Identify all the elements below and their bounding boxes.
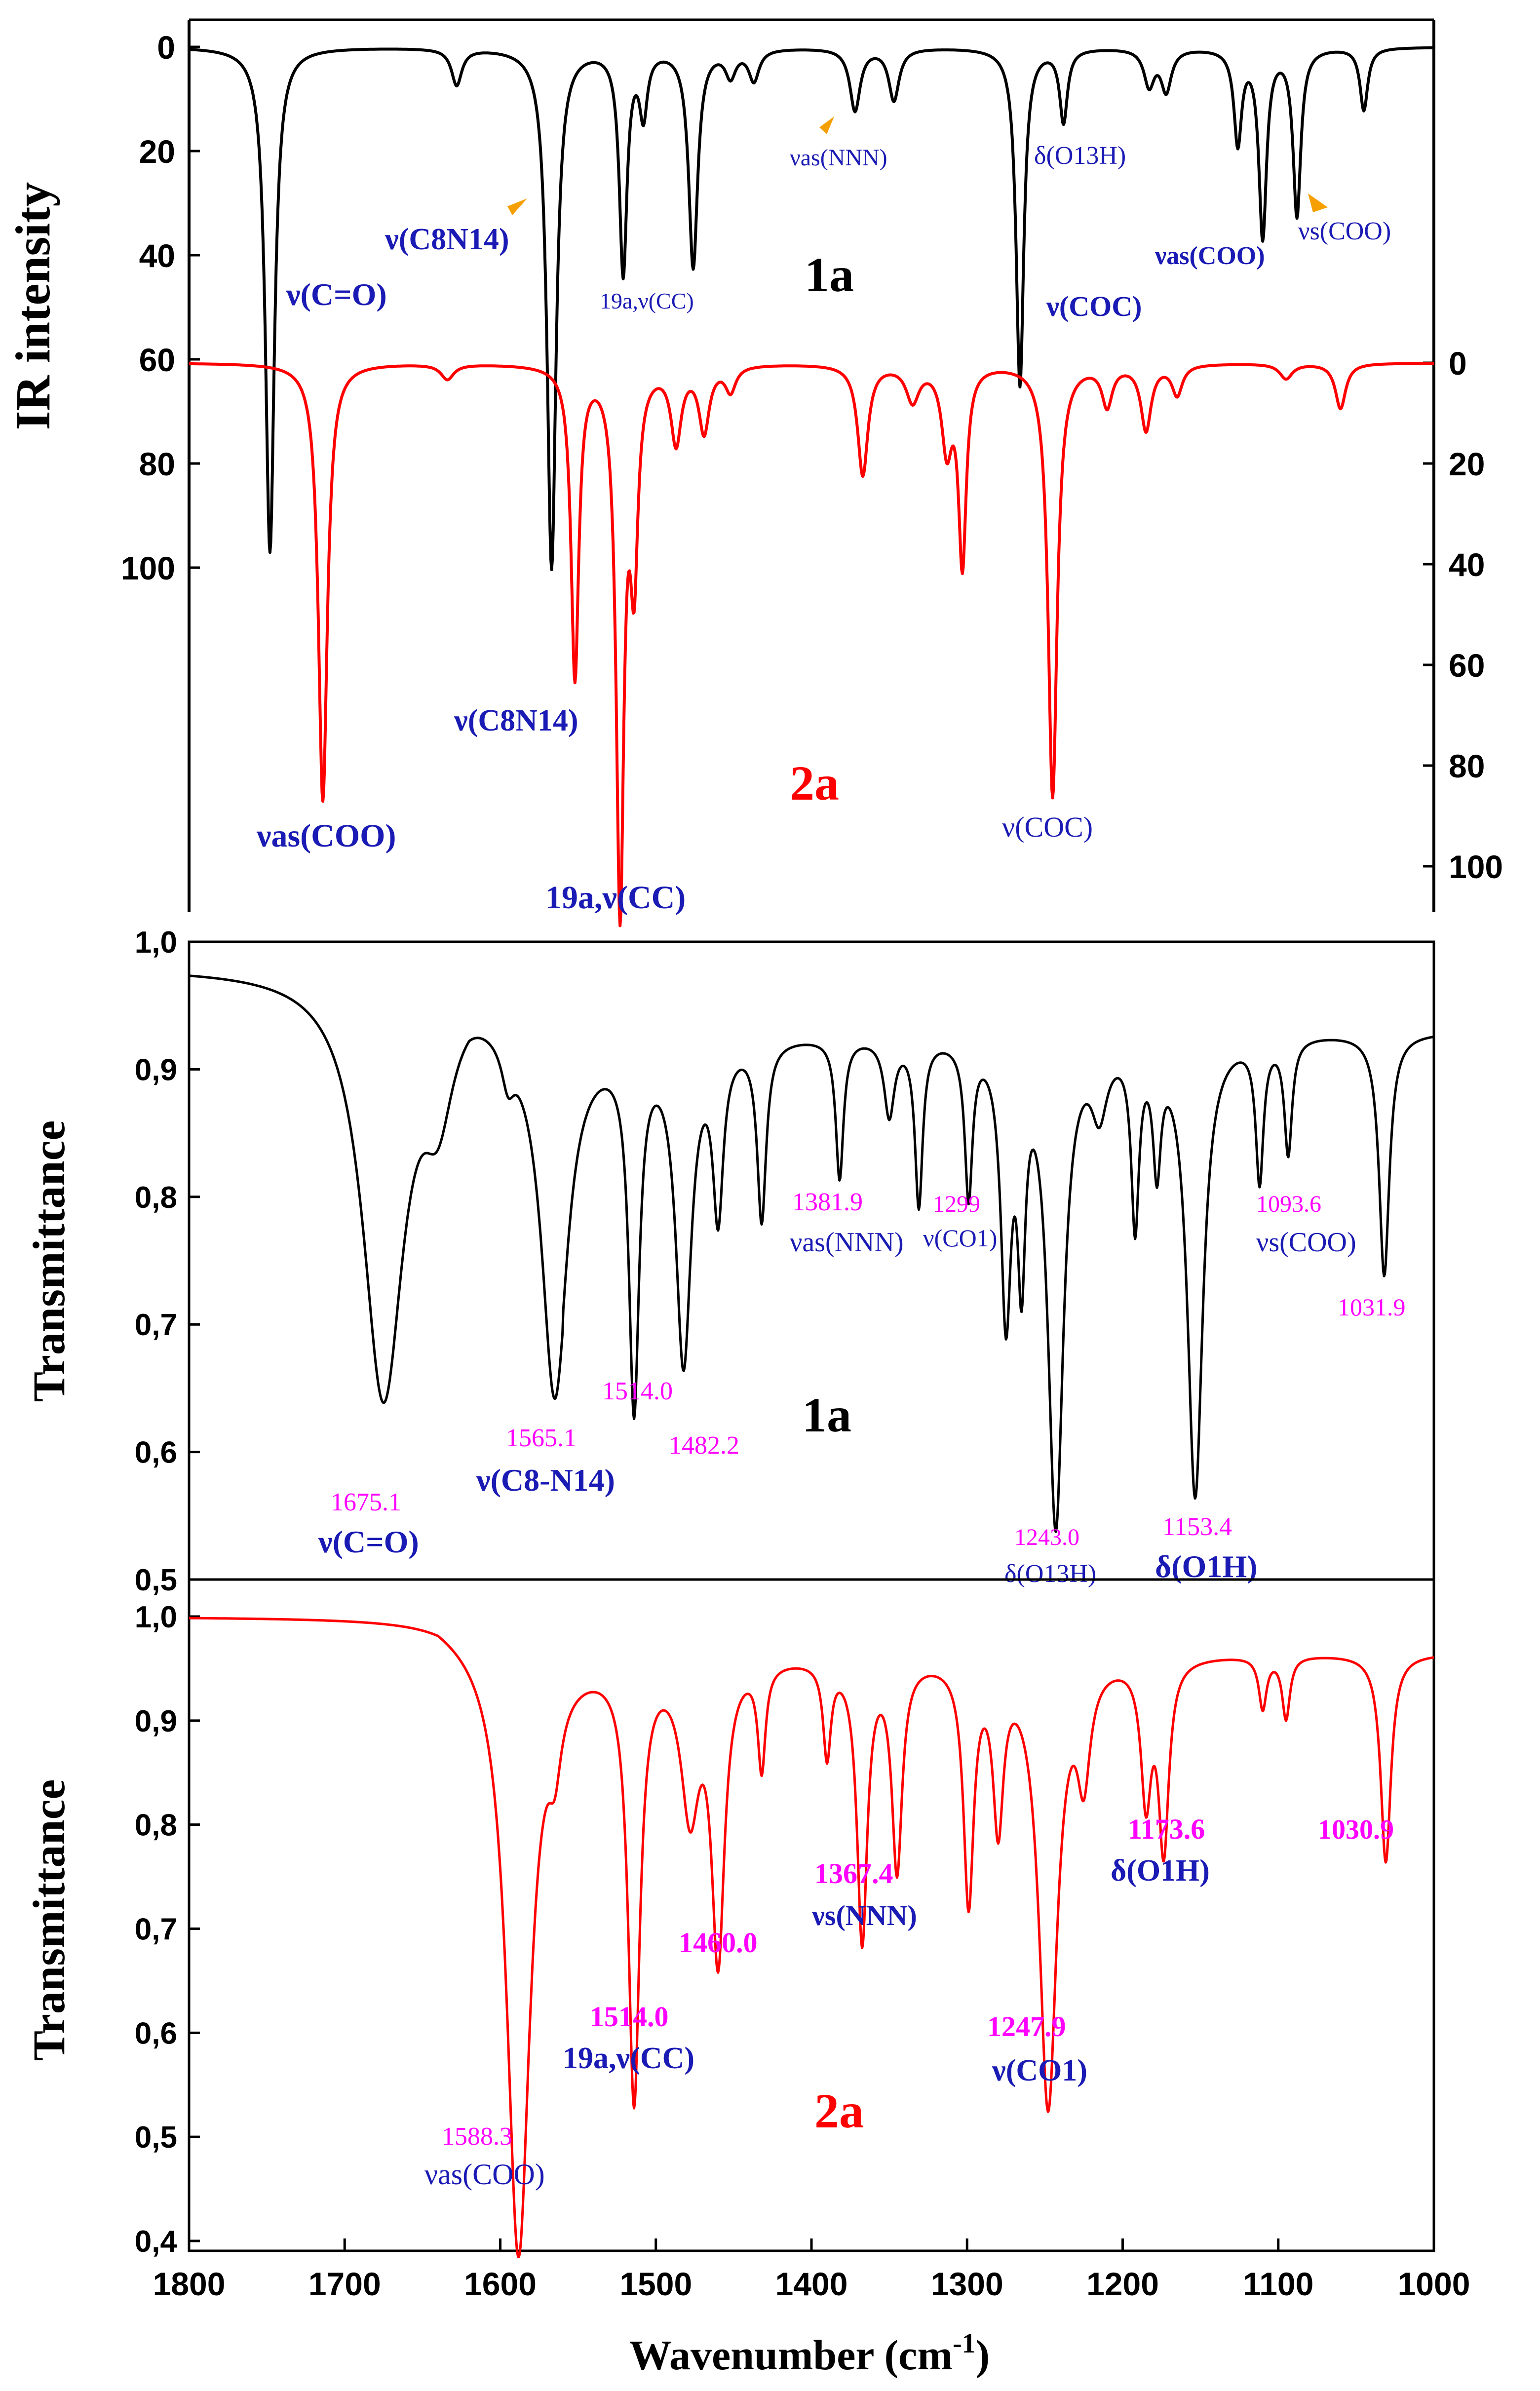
label-nu-coc-1a: ν(COC) [1046, 290, 1142, 322]
peak-1030: 1030.9 [1318, 1814, 1394, 1845]
middle-tick-label: 0,6 [135, 1436, 177, 1470]
top-y-axis-label: IR intensity [5, 182, 60, 430]
transmittance-panel-2a: 1,0 0,9 0,8 0,7 0,6 0,5 0,4 1800 1700 1600 1500 14… [24, 1578, 1470, 2379]
x-tick-label: 1200 [1086, 2266, 1159, 2302]
bottom-tick-label: 0,4 [135, 2225, 178, 2259]
middle-y-axis-label: Transmittance [24, 1120, 74, 1402]
x-tick-label: 1000 [1398, 2266, 1470, 2302]
bottom-tick-label: 0,5 [135, 2121, 177, 2155]
x-tick-label: 1100 [1243, 2266, 1313, 2302]
series-line-1a [188, 46, 1435, 571]
top-right-tick-label: 100 [1449, 848, 1503, 885]
top-left-tick-label: 100 [121, 550, 175, 586]
peak-1367: 1367.4 [814, 1857, 893, 1890]
peak-1031: 1031.9 [1338, 1293, 1406, 1321]
x-tick-label: 1300 [931, 2266, 1003, 2302]
top-right-tick-label: 80 [1449, 748, 1485, 784]
peak-1153: 1153.4 [1162, 1513, 1232, 1541]
x-axis-label: Wavenumber (cm-1) [629, 2328, 990, 2379]
peak-1514-1a: 1514.0 [602, 1377, 673, 1405]
bottom-tick-label: 0,9 [135, 1704, 177, 1738]
label-1a-mid: 1a [802, 1388, 851, 1442]
label-nu-c8n14-2a: ν(C8N14) [454, 704, 578, 737]
top-right-tick-label: 0 [1449, 345, 1467, 382]
series-line-2a [188, 362, 1435, 927]
arrow-coo [1308, 193, 1328, 212]
label-nu-c8n14-1a: ν(C8N14) [385, 223, 509, 256]
peak-1565: 1565.1 [506, 1424, 577, 1452]
peak-1460: 1460.0 [679, 1927, 758, 1959]
label-nuas-coo-2a: νas(COO) [256, 818, 396, 854]
x-tick-label: 1800 [153, 2266, 226, 2302]
label-delta-o13h-top: δ(O13H) [1034, 142, 1126, 170]
bottom-tick-label: 0,7 [135, 1913, 177, 1947]
middle-tick-label: 1,0 [135, 926, 177, 960]
peak-1093: 1093.6 [1256, 1191, 1321, 1217]
top-left-tick-label: 80 [139, 446, 175, 482]
peak-1299: 1299 [933, 1191, 980, 1217]
arrow-nnn [819, 116, 834, 134]
band-nu-co: ν(C=O) [318, 1524, 419, 1559]
peak-1173: 1173.6 [1128, 1813, 1205, 1845]
label-nu-coc-2a: ν(COC) [1002, 811, 1093, 843]
x-tick-label: 1500 [619, 2266, 692, 2302]
peak-1675: 1675.1 [331, 1488, 401, 1516]
top-left-tick-label: 0 [157, 29, 175, 66]
label-nu-co: ν(C=O) [286, 277, 387, 312]
top-right-tick-label: 60 [1449, 647, 1485, 684]
transmittance-line-1a [189, 974, 1434, 1533]
label-2a-bot: 2a [814, 2083, 864, 2138]
label-2a: 2a [790, 756, 839, 810]
bottom-tick-label: 0,6 [135, 2016, 177, 2050]
x-tick-label: 1400 [775, 2266, 848, 2302]
transmittance-line-2a [189, 1617, 1434, 2259]
band-nu-c8n14: ν(C8-N14) [476, 1463, 615, 1498]
band-nus-coo: νs(COO) [1256, 1227, 1356, 1258]
band-delta-o13h: δ(O13H) [1004, 1560, 1096, 1588]
band-nu-co1-2a: ν(CO1) [992, 2054, 1087, 2087]
arrow-c8n14 [507, 198, 527, 215]
peak-1243: 1243.0 [1014, 1524, 1079, 1550]
band-delta-o1h-2a: δ(O1H) [1111, 1854, 1210, 1888]
label-nuas-nnn-1a: νas(NNN) [790, 145, 887, 171]
bottom-tick-label: 0,8 [135, 1809, 177, 1843]
label-19a-cc-2a: 19a,ν(CC) [545, 880, 686, 916]
peak-1247: 1247.9 [987, 2010, 1066, 2043]
label-nuas-coo-1a: νas(COO) [1155, 242, 1265, 270]
label-nus-coo-1a: νs(COO) [1298, 217, 1391, 245]
peak-1514-2a: 1514.0 [590, 2001, 669, 2033]
middle-tick-label: 0,8 [135, 1181, 177, 1215]
ir-intensity-panel: 0 20 40 60 80 100 0 20 40 60 80 100 IR intensity 1… [5, 18, 1503, 927]
bottom-tick-label: 1,0 [135, 1600, 177, 1634]
top-left-tick-label: 20 [139, 133, 175, 170]
top-left-tick-label: 60 [139, 342, 175, 378]
band-19a-cc: 19a,ν(CC) [563, 2042, 694, 2075]
band-nus-nnn: νs(NNN) [811, 1899, 917, 1931]
bottom-y-axis-label: Transmittance [24, 1779, 74, 2061]
band-nuas-nnn: νas(NNN) [790, 1227, 904, 1258]
top-right-tick-label: 20 [1449, 446, 1485, 482]
label-1a: 1a [805, 247, 854, 302]
x-tick-label: 1600 [464, 2266, 537, 2302]
x-tick-label: 1700 [308, 2266, 381, 2302]
peak-1381: 1381.9 [792, 1188, 863, 1216]
peak-1482: 1482.2 [669, 1431, 739, 1460]
middle-tick-label: 0,5 [135, 1563, 177, 1597]
middle-tick-label: 0,9 [135, 1053, 177, 1087]
label-19a-cc-1a: 19a,ν(CC) [600, 288, 694, 313]
band-nuas-coo: νas(COO) [424, 2158, 545, 2191]
top-left-tick-label: 40 [139, 237, 175, 274]
transmittance-panel-1a: 1,0 0,9 0,8 0,7 0,6 0,5 Transmittance 1a 1675… [24, 926, 1435, 1597]
band-delta-o1h-1a: δ(O1H) [1155, 1549, 1257, 1584]
band-nu-co1-1a: ν(CO1) [923, 1224, 997, 1252]
peak-1588: 1588.3 [442, 2122, 512, 2151]
top-right-tick-label: 40 [1449, 546, 1485, 583]
middle-tick-label: 0,7 [135, 1308, 177, 1342]
